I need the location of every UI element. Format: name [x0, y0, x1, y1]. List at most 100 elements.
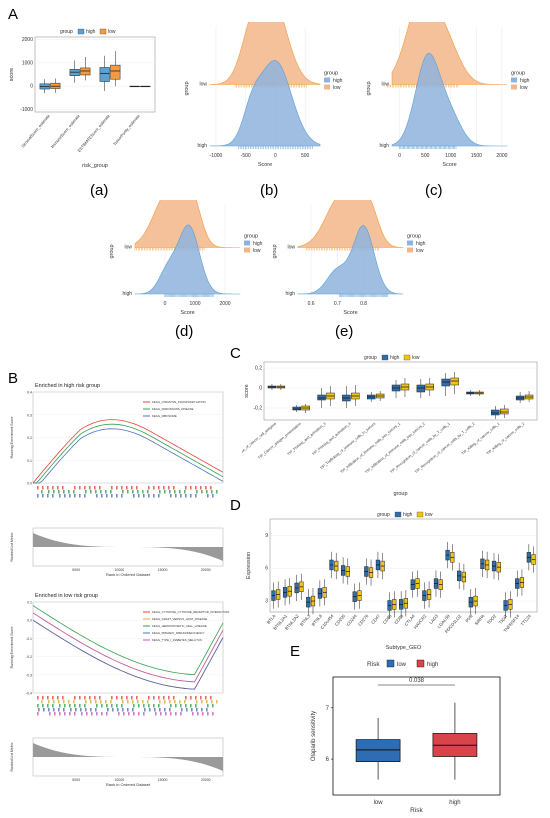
enrichment-curve [33, 423, 224, 484]
x-category-label: BTLA [266, 613, 277, 625]
legend-label: high [253, 241, 263, 247]
hit-tick [121, 486, 123, 490]
hit-tick [175, 494, 177, 498]
hit-tick [144, 708, 146, 712]
legend-swatch [511, 77, 517, 83]
hit-tick [211, 700, 213, 704]
hit-tick [121, 696, 123, 700]
box-high [317, 394, 326, 401]
y-axis-title: group [272, 244, 278, 258]
hit-tick [168, 486, 170, 490]
hit-tick [74, 712, 76, 716]
panel-letter-D: D [230, 497, 241, 514]
hit-tick [89, 486, 91, 490]
legend-label: KEGG_OXIDATIVE_PHOSPHORYLATION [152, 400, 206, 404]
x-tick-label: 20000 [201, 568, 211, 572]
hit-tick [170, 712, 172, 716]
hit-tick [48, 708, 50, 712]
hit-tick [158, 494, 160, 498]
hit-tick [148, 704, 150, 708]
x-axis-title: Rank in Ordered Dataset [106, 572, 151, 576]
ranked-metric [33, 743, 223, 771]
hit-tick [96, 494, 98, 498]
y-tick-label: 2000 [22, 37, 33, 43]
hit-tick [84, 494, 86, 498]
x-category-label: high [449, 800, 460, 806]
y-tick-label: -0.2 [253, 406, 262, 412]
x-category-label: CD80 [382, 613, 393, 625]
box-low [500, 408, 509, 415]
hit-tick [100, 700, 102, 704]
hit-tick [111, 704, 113, 708]
hit-tick [137, 490, 139, 494]
hit-tick [185, 486, 187, 490]
hit-tick [153, 494, 155, 498]
hit-tick [101, 712, 103, 716]
hit-tick [59, 704, 61, 708]
hit-tick [179, 490, 181, 494]
hit-tick [47, 704, 49, 708]
legend-title: group [244, 234, 258, 240]
hit-tick [58, 490, 60, 494]
y-tick-label: 0.1 [27, 459, 32, 463]
x-axis-title: Score [180, 310, 194, 316]
hit-tick [101, 704, 103, 708]
enrichment-curve [32, 605, 224, 676]
density-low [297, 200, 404, 248]
chart-title: Enriched in high risk group [35, 383, 100, 389]
hit-tick [117, 708, 119, 712]
hit-tick [47, 494, 49, 498]
hit-tick [195, 704, 197, 708]
legend-label: KEGG_GRAFT_VERSUS_HOST_DISEASE [152, 617, 207, 621]
x-category-label: CD200 [334, 613, 347, 627]
box-low [355, 739, 401, 763]
hit-tick [79, 486, 81, 490]
legend-swatch [324, 77, 330, 83]
hit-tick [133, 704, 135, 708]
box-low [110, 64, 121, 80]
y-tick-label: 0.2 [255, 366, 262, 372]
hit-tick [37, 486, 39, 490]
legend-title: Risk [367, 661, 380, 668]
hit-tick [106, 704, 108, 708]
hit-tick [164, 490, 166, 494]
y-tick-label: 0.3 [27, 413, 32, 417]
hit-tick [184, 490, 186, 494]
hit-tick [111, 486, 113, 490]
legend-label: KEGG_TYPE_I_DIABETES_MELLITUS [152, 638, 202, 642]
hit-tick [90, 490, 92, 494]
hit-tick [136, 486, 138, 490]
density-high [391, 52, 507, 147]
hit-tick [54, 712, 56, 716]
legend-swatch [416, 511, 424, 518]
hit-tick [63, 490, 65, 494]
x-axis-title: group [393, 491, 407, 497]
hit-tick [168, 696, 170, 700]
hit-tick [74, 704, 76, 708]
legend-title: group [511, 71, 525, 77]
box-high [416, 384, 426, 393]
hit-tick [52, 494, 54, 498]
x-axis-title: Risk [410, 807, 423, 814]
hit-tick [201, 700, 203, 704]
x-tick-label: 0.6 [308, 301, 315, 307]
legend-label: low [333, 85, 341, 91]
hit-tick [206, 700, 208, 704]
box-low [50, 82, 61, 89]
hit-tick [62, 696, 64, 700]
y-tick-label: 0 [30, 84, 33, 90]
hit-tick [169, 490, 171, 494]
hit-tick [185, 704, 187, 708]
hit-tick [158, 696, 160, 700]
hit-tick [132, 700, 134, 704]
x-tick-label: 1500 [471, 153, 482, 159]
hit-tick [154, 708, 156, 712]
hit-tick [142, 700, 144, 704]
hit-tick [127, 708, 129, 712]
y-row-label: low [287, 245, 295, 251]
hit-tick [94, 696, 96, 700]
hit-tick [53, 490, 55, 494]
hit-tick [79, 696, 81, 700]
hit-tick [59, 712, 61, 716]
